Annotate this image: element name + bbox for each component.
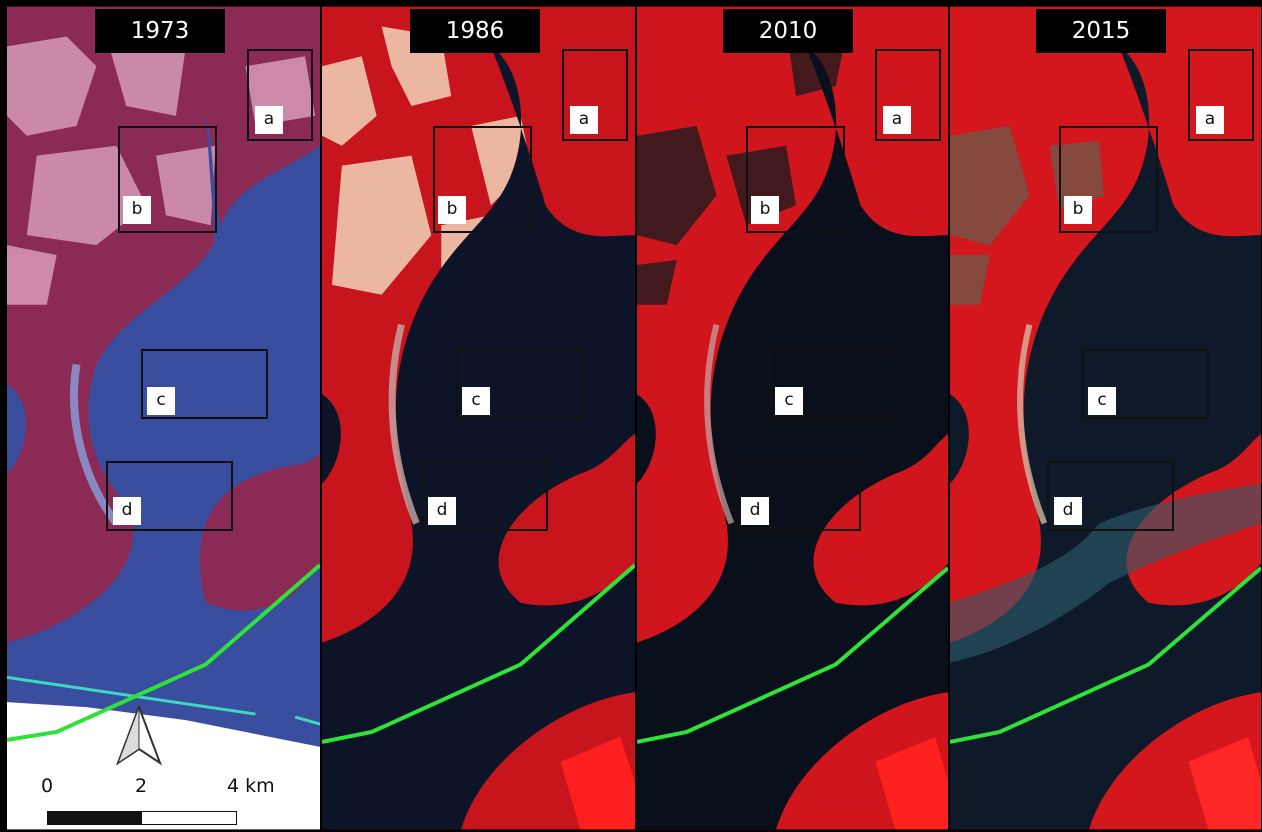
scale-tick-4km: 4 km — [227, 775, 275, 797]
aoi-box-a — [247, 49, 313, 141]
aoi-label-a: a — [255, 106, 283, 134]
satellite-image-2015 — [950, 6, 1261, 830]
year-label-2010: 2010 — [723, 9, 853, 53]
scale-bar-black-segment — [48, 812, 142, 824]
aoi-label-b: b — [1064, 196, 1092, 224]
aoi-box-c — [141, 349, 268, 419]
year-label-1973: 1973 — [95, 9, 225, 53]
aoi-box-d — [106, 461, 233, 531]
aoi-box-b — [433, 126, 532, 233]
aoi-box-a — [1188, 49, 1254, 141]
aoi-label-c: c — [775, 387, 803, 415]
map-panel-1973: 1973 a b c d 0 2 4 km — [6, 4, 321, 832]
aoi-label-a: a — [1196, 106, 1224, 134]
aoi-box-c — [456, 349, 583, 419]
satellite-image-2010 — [637, 6, 948, 830]
satellite-image-1973 — [7, 6, 320, 830]
map-panel-2015: 2015 a b c d — [949, 4, 1262, 832]
aoi-label-b: b — [751, 196, 779, 224]
scale-bar: 0 2 4 km — [7, 765, 320, 831]
aoi-box-a — [875, 49, 941, 141]
north-arrow-icon — [115, 705, 163, 766]
aoi-label-a: a — [883, 106, 911, 134]
aoi-label-c: c — [1088, 387, 1116, 415]
aoi-box-d — [734, 461, 861, 531]
aoi-label-b: b — [438, 196, 466, 224]
aoi-label-b: b — [123, 196, 151, 224]
scale-bar-graphic — [47, 811, 237, 825]
aoi-label-a: a — [570, 106, 598, 134]
aoi-box-b — [746, 126, 845, 233]
aoi-label-d: d — [428, 497, 456, 525]
map-panel-2010: 2010 a b c d — [636, 4, 949, 832]
aoi-box-b — [118, 126, 217, 233]
scale-tick-2: 2 — [135, 775, 148, 797]
map-panel-1986: 1986 a b c d — [321, 4, 636, 832]
aoi-label-c: c — [147, 387, 175, 415]
aoi-box-c — [1082, 349, 1209, 419]
aoi-label-d: d — [1054, 497, 1082, 525]
aoi-label-c: c — [462, 387, 490, 415]
year-label-2015: 2015 — [1036, 9, 1166, 53]
aoi-box-d — [1047, 461, 1174, 531]
scale-tick-0: 0 — [41, 775, 54, 797]
aoi-label-d: d — [741, 497, 769, 525]
aoi-box-a — [562, 49, 628, 141]
aoi-box-b — [1059, 126, 1158, 233]
aoi-label-d: d — [113, 497, 141, 525]
year-label-1986: 1986 — [410, 9, 540, 53]
aoi-box-c — [769, 349, 896, 419]
aoi-box-d — [421, 461, 548, 531]
